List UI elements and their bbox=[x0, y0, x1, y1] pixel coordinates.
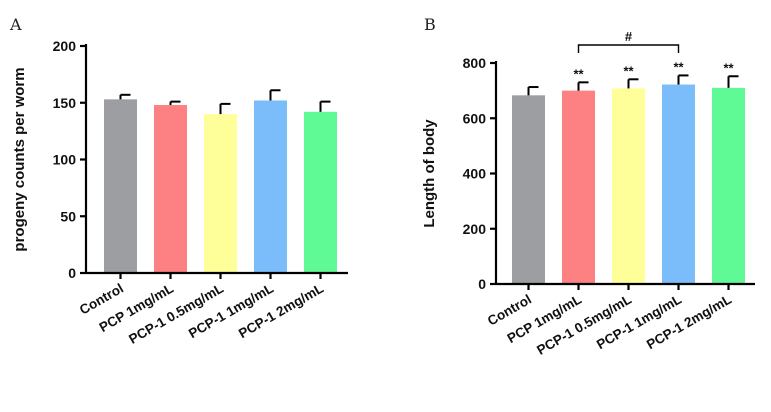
x-category-label-4: PCP-1 1mg/mL bbox=[186, 281, 276, 342]
bar-2 bbox=[154, 105, 187, 274]
y-axis-title: progeny counts per worm bbox=[11, 67, 28, 251]
y-tick-label-4: 150 bbox=[53, 95, 77, 111]
y-tick-label-1: 0 bbox=[478, 276, 486, 292]
bar-5 bbox=[712, 87, 745, 284]
significance-label-4: ** bbox=[673, 59, 684, 74]
y-tick-label-4: 600 bbox=[463, 110, 487, 126]
y-tick-label-5: 200 bbox=[53, 38, 77, 54]
bar-3 bbox=[204, 114, 237, 273]
bar-3 bbox=[612, 88, 645, 284]
significance-label-3: ** bbox=[623, 63, 634, 78]
comparison-bracket bbox=[577, 44, 680, 53]
y-tick-label-2: 200 bbox=[463, 221, 487, 237]
y-axis-title: Length of body bbox=[421, 119, 438, 228]
significance-label-5: ** bbox=[723, 60, 734, 75]
bar-1 bbox=[512, 95, 545, 284]
bar-4 bbox=[662, 84, 695, 284]
significance-label-2: ** bbox=[573, 66, 584, 81]
y-tick-label-2: 50 bbox=[60, 208, 76, 224]
y-tick-label-3: 100 bbox=[53, 152, 77, 168]
y-tick-label-3: 400 bbox=[463, 166, 487, 182]
x-category-label-5: PCP-1 2mg/mL bbox=[644, 292, 734, 353]
x-category-label-4: PCP-1 1mg/mL bbox=[594, 292, 684, 353]
bar-5 bbox=[304, 111, 337, 273]
panel-a-letter: A bbox=[9, 15, 22, 34]
x-category-label-5: PCP-1 2mg/mL bbox=[236, 281, 326, 342]
y-tick-label-5: 800 bbox=[463, 55, 487, 71]
bar-4 bbox=[254, 100, 287, 273]
bracket-label: # bbox=[625, 29, 633, 44]
bar-1 bbox=[104, 99, 137, 273]
bar-2 bbox=[562, 90, 595, 284]
panel-b-letter: B bbox=[424, 15, 436, 34]
y-tick-label-1: 0 bbox=[68, 265, 76, 281]
